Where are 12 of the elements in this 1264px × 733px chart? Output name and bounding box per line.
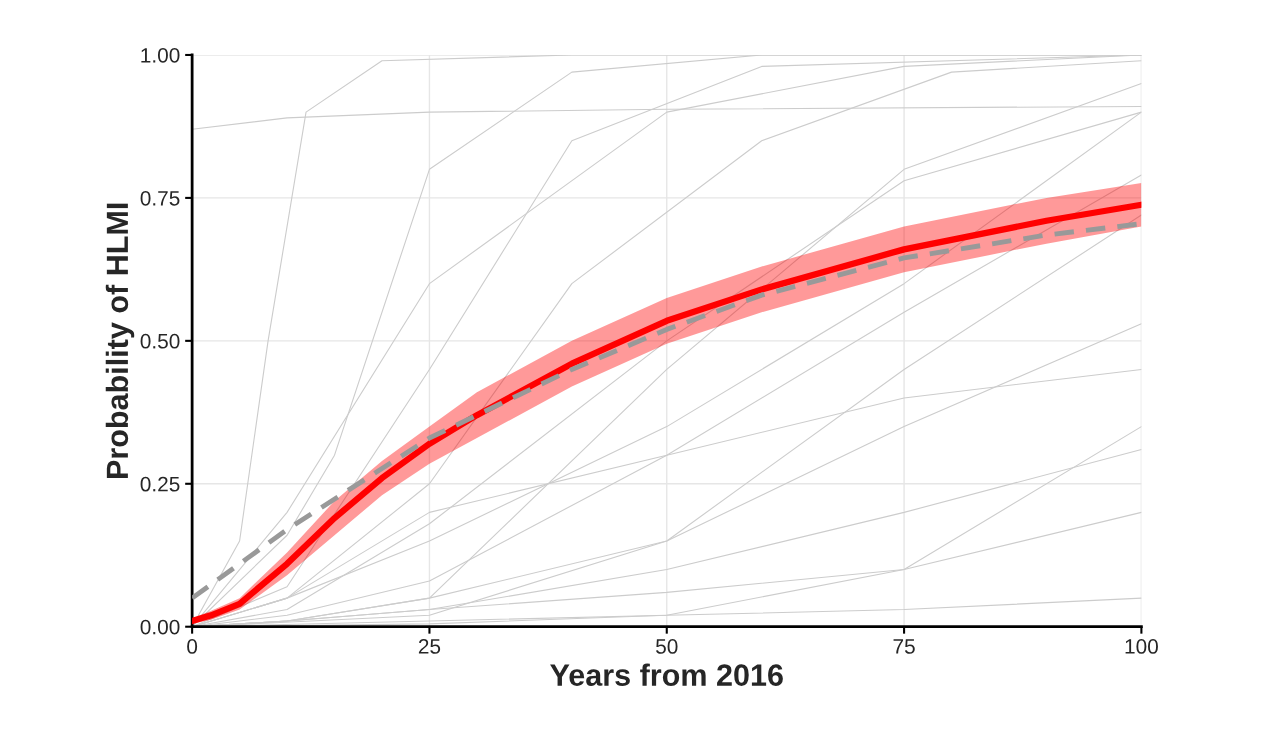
x-tick-label: 75 <box>893 639 915 654</box>
y-tick-label: 0.50 <box>140 333 180 349</box>
x-tick-label: 100 <box>1125 639 1158 654</box>
y-tick-label: 0.25 <box>140 476 180 492</box>
y-axis-title: Probability of HLMI <box>105 203 135 478</box>
y-tick-label: 0.00 <box>140 619 180 635</box>
x-tick-label: 50 <box>656 639 678 654</box>
x-axis-title: Years from 2016 <box>550 663 783 686</box>
y-tick-label: 0.75 <box>140 190 180 206</box>
x-tick-label: 0 <box>187 639 198 654</box>
y-tick-label: 1.00 <box>141 47 180 63</box>
x-tick-label: 25 <box>418 639 441 654</box>
